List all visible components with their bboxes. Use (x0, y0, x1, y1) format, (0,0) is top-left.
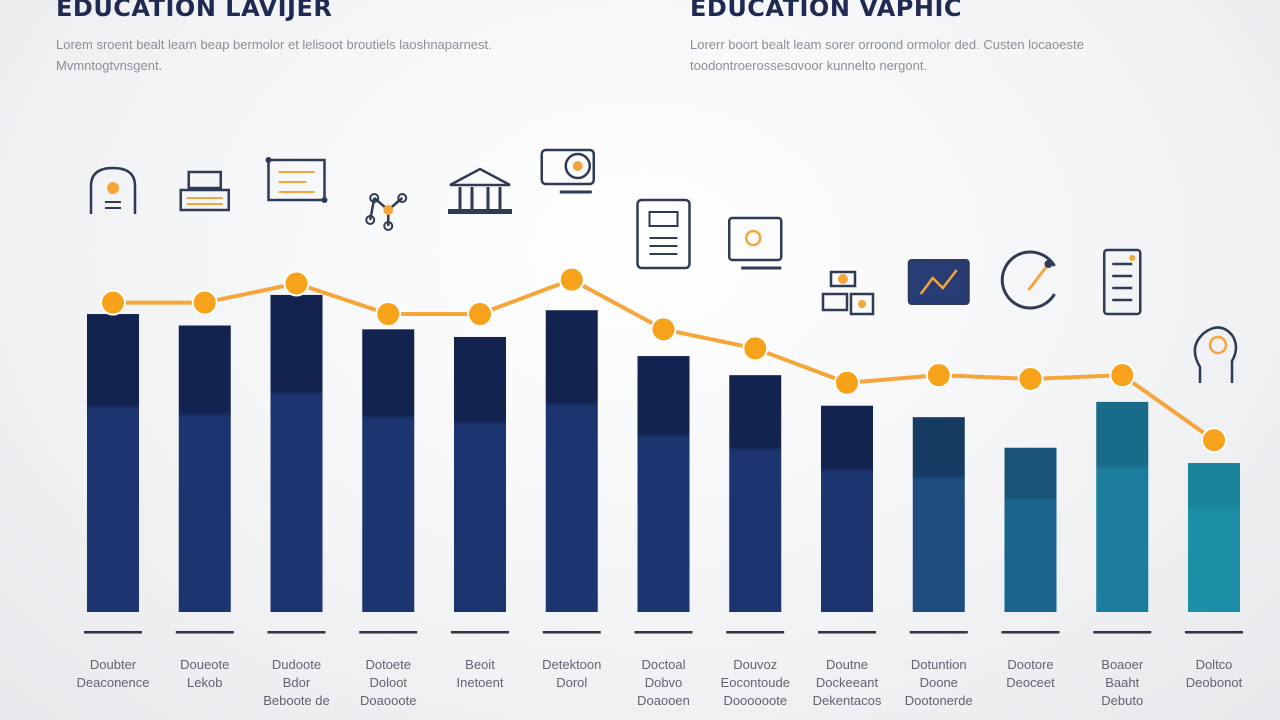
bar-13 (1188, 463, 1240, 612)
baseline-1 (84, 631, 142, 634)
trend-marker-12 (1109, 362, 1136, 389)
books-icon (179, 170, 230, 212)
bar-1 (87, 314, 139, 612)
bar-7 (637, 356, 690, 612)
compass-arc-icon (1000, 250, 1056, 310)
bar-6 (545, 310, 598, 612)
trend-marker-2 (191, 289, 218, 316)
trend-marker-3 (283, 270, 310, 297)
trend-marker-5 (467, 301, 493, 328)
category-label-3: Dudoote Bdor Beboote de (263, 657, 330, 708)
bar-2 (178, 325, 231, 612)
category-label-5: Beoit Inetoent (456, 657, 504, 690)
bar-3 (270, 294, 323, 612)
trend-marker-7 (650, 316, 677, 343)
head-gear-icon (89, 166, 137, 214)
university-building-icon (448, 167, 512, 214)
baseline-13 (1185, 631, 1243, 634)
baseline-3 (267, 631, 326, 634)
baseline-4 (359, 631, 418, 634)
baseline-9 (818, 631, 876, 634)
category-label-9: Doutne Dockeeant Dekentacos (812, 657, 882, 708)
tablet-device-icon (636, 198, 691, 270)
trend-marker-9 (834, 369, 860, 396)
trend-marker-11 (1017, 365, 1044, 392)
category-label-10: Dotuntion Doone Dootonerde (904, 657, 973, 708)
monitor-chart-icon (907, 259, 970, 305)
laptop-screen-icon (728, 216, 783, 270)
bar-8 (729, 375, 782, 612)
bar-12 (1096, 401, 1149, 612)
bar-10 (912, 417, 965, 612)
category-label-7: Doctoal Dobvo Doaooen (637, 657, 690, 708)
trend-marker-13 (1201, 427, 1227, 454)
category-label-2: Doueote Lekob (180, 657, 230, 690)
category-label-4: Dotoete Doloot Doaooote (360, 657, 417, 708)
trend-marker-4 (375, 301, 402, 328)
subtitle-left: Lorem sroent bealt learn beap bermolor e… (56, 37, 492, 73)
bar-9 (821, 405, 873, 612)
server-rack-icon (1103, 248, 1142, 316)
head-profile-icon (1193, 326, 1238, 383)
trend-marker-8 (742, 335, 769, 362)
molecule-icon (365, 193, 408, 231)
baseline-6 (542, 631, 601, 634)
baseline-12 (1093, 631, 1152, 634)
baseline-2 (175, 631, 234, 634)
baseline-11 (1001, 631, 1060, 634)
puzzle-network-icon (821, 270, 875, 316)
category-label-8: Douvoz Eocontoude Doooooote (720, 657, 790, 708)
bar-5 (454, 336, 506, 612)
flowchart-icon (265, 157, 328, 203)
category-label-12: Boaoer Baaht Debuto (1101, 657, 1144, 708)
page-title-right: EDUCATION VAPHIC (690, 0, 963, 22)
subtitle-right: Lorerr boort bealt leam sorer orroond or… (690, 37, 1084, 73)
category-label-13: Doltco Deobonot (1185, 657, 1243, 690)
bar-11 (1004, 447, 1057, 612)
trend-marker-1 (100, 289, 126, 316)
category-label-1: Doubter Deaconence (76, 657, 150, 690)
trend-marker-6 (558, 266, 585, 293)
category-label-11: Dootore Deoceet (1006, 657, 1055, 690)
baseline-5 (451, 631, 509, 634)
monitor-lock-icon (540, 148, 595, 194)
baseline-7 (634, 631, 693, 634)
baseline-10 (909, 631, 968, 634)
bar-4 (362, 329, 415, 612)
category-label-6: Detektoon Dorol (542, 657, 602, 690)
trend-marker-10 (925, 362, 952, 389)
baseline-8 (726, 631, 785, 634)
page-title-left: EDUCATION LAVIJER (56, 0, 333, 22)
